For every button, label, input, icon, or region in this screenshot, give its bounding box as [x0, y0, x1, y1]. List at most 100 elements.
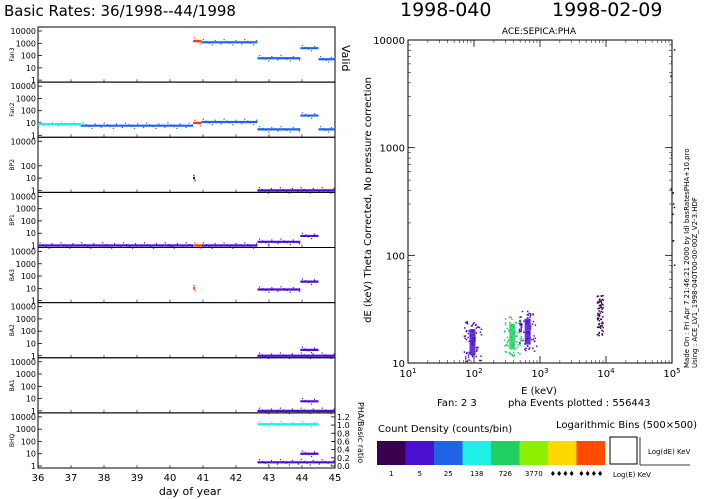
rate-point — [315, 355, 317, 357]
rate-point — [253, 44, 255, 46]
rate-point — [258, 187, 261, 189]
pha-event — [519, 344, 521, 346]
rate-point — [285, 462, 287, 464]
rate-point — [285, 356, 287, 358]
rate-point — [277, 130, 279, 132]
rate-point — [196, 244, 198, 246]
pha-event — [518, 322, 521, 325]
rate-point — [265, 242, 267, 244]
pha-event — [596, 333, 599, 336]
rate-point — [316, 400, 319, 402]
pha-event — [672, 192, 675, 194]
rate-point — [220, 123, 222, 125]
rate-point — [265, 129, 267, 131]
panel-y-tick-label: 1000 — [16, 370, 36, 379]
rate-point — [193, 176, 195, 178]
rate-point — [288, 192, 290, 194]
rate-point — [42, 122, 44, 124]
panel-frame — [37, 247, 336, 304]
rate-point — [79, 125, 81, 127]
pha-event — [508, 351, 511, 354]
pha-event — [600, 310, 602, 313]
rate-point — [301, 420, 303, 423]
pha-event — [520, 326, 523, 328]
pha-event — [476, 346, 479, 349]
pha-event — [519, 330, 521, 332]
pha-cluster — [518, 310, 538, 352]
pha-event — [671, 240, 674, 242]
pha-event — [601, 298, 604, 301]
panel-y-tick-label: 1 — [31, 76, 36, 85]
pha-event — [468, 359, 470, 361]
rate-point — [330, 412, 332, 415]
rate-point — [140, 125, 142, 127]
pha-event — [508, 338, 510, 341]
rate-point — [289, 426, 291, 428]
rate-point — [54, 244, 56, 247]
rate-point — [319, 126, 322, 128]
pha-dense-core — [509, 323, 516, 350]
rate-point — [39, 242, 41, 244]
pha-event — [475, 355, 477, 358]
rate-point — [217, 244, 219, 247]
pha-event — [520, 316, 522, 318]
rate-point — [322, 57, 324, 59]
pha-event — [531, 323, 534, 325]
using-note: Using : ACE_LV1_1998-040T00-00-00Z_V2-3.… — [691, 197, 699, 368]
day-tick-label: 37 — [65, 473, 78, 484]
panel-y-tick-label: 10000 — [11, 303, 36, 312]
rate-point — [288, 357, 290, 360]
rate-point — [267, 192, 270, 194]
panel-y-tick-label: 1000 — [16, 39, 36, 48]
rate-point — [301, 44, 304, 47]
pha-event — [517, 352, 519, 354]
rate-point — [270, 459, 273, 462]
pha-event — [503, 331, 506, 333]
rate-point — [152, 125, 154, 128]
pha-event — [520, 328, 523, 331]
rate-point — [250, 245, 252, 247]
pha-event — [464, 337, 466, 340]
pha-cluster — [503, 316, 523, 357]
panel-y-tick-label: 10000 — [11, 27, 36, 36]
rate-point — [223, 242, 225, 244]
pha-event — [523, 331, 525, 333]
rate-point — [316, 453, 319, 455]
pha-x-tick-label: 105 — [663, 367, 680, 380]
pha-event — [532, 338, 535, 340]
rate-point — [51, 121, 53, 123]
panel-bp2: 1 10 100 10000 BP2 — [9, 136, 336, 195]
rate-point — [262, 288, 264, 290]
pha-event — [504, 330, 506, 332]
day-tick-label: 38 — [98, 473, 111, 484]
rate-point — [304, 234, 307, 236]
rate-point — [310, 455, 313, 458]
rate-point — [102, 242, 104, 244]
rate-point — [51, 243, 53, 245]
rate-point — [327, 462, 329, 464]
rate-point — [280, 126, 282, 128]
pha-event — [525, 347, 527, 349]
rate-point — [194, 178, 196, 180]
left-x-axis: 36 37 38 39 40 41 42 43 44 45 — [32, 473, 342, 484]
rate-point — [241, 123, 243, 125]
rate-point — [291, 459, 293, 462]
pha-event — [468, 330, 470, 332]
pha-event — [504, 350, 507, 353]
pha-event — [600, 304, 602, 307]
rate-point — [286, 242, 288, 244]
pha-event — [503, 339, 506, 342]
day-tick-label: 41 — [197, 473, 210, 484]
pha-event — [598, 300, 601, 303]
rate-point — [283, 288, 285, 290]
rate-point — [322, 127, 324, 130]
pha-event — [532, 320, 535, 323]
rate-point — [42, 244, 44, 246]
rate-point — [291, 408, 293, 410]
legend-swatch-label: 5 — [418, 470, 422, 478]
rate-point — [288, 464, 290, 466]
rate-point — [173, 125, 175, 128]
rate-point — [297, 463, 299, 465]
rate-point — [316, 423, 319, 425]
rate-point — [185, 126, 187, 129]
